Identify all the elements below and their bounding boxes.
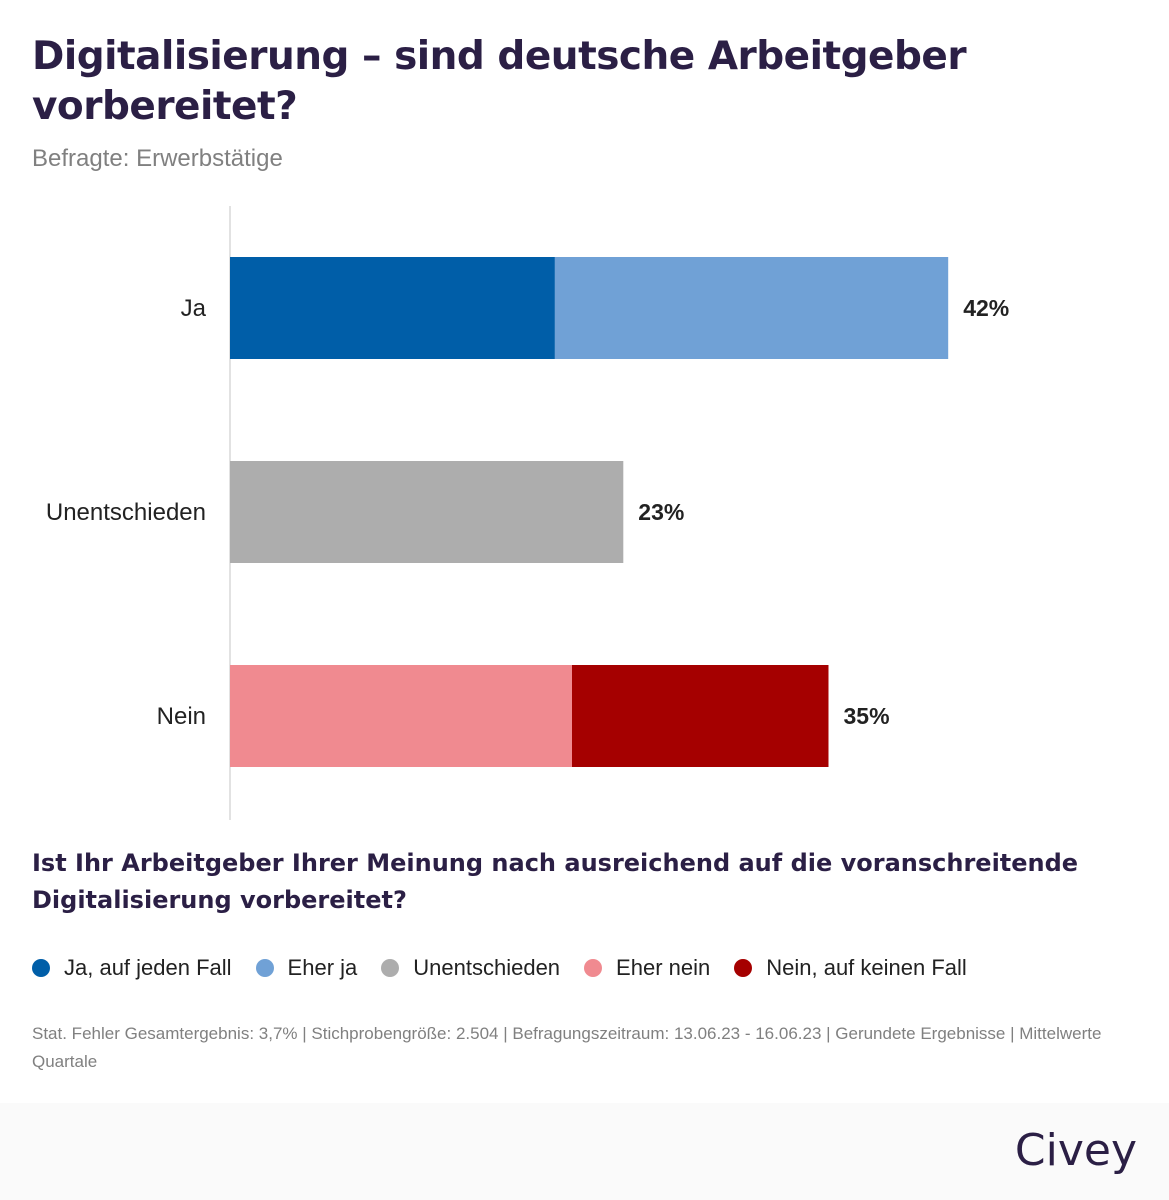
chart-title: Digitalisierung – sind deutsche Arbeitge…	[32, 34, 967, 129]
data-label: 35%	[844, 703, 890, 729]
civey-logo: Civey	[1014, 1125, 1137, 1176]
bar-segment	[230, 461, 624, 563]
category-label: Unentschieden	[46, 499, 206, 526]
legend-label: Eher ja	[287, 955, 358, 980]
legend-label: Eher nein	[616, 955, 711, 980]
legend-label: Unentschieden	[413, 955, 561, 980]
legend-dot-icon	[734, 959, 753, 977]
data-label: 42%	[963, 295, 1009, 321]
category-label: Nein	[157, 703, 206, 730]
legend-dot-icon	[32, 959, 50, 977]
bar-segment	[230, 257, 555, 359]
bar-segment	[554, 257, 949, 359]
legend-dot-icon	[255, 959, 274, 977]
legend-item: Unentschieden	[381, 955, 560, 981]
footer: Civey	[0, 1103, 1169, 1200]
legend-label: Ja, auf jeden Fall	[64, 955, 232, 980]
legend-dot-icon	[584, 959, 603, 977]
category-label: Ja	[181, 295, 207, 322]
chart-subtitle: Befragte: Erwerbstätige	[32, 145, 283, 172]
survey-question: Ist Ihr Arbeitgeber Ihrer Meinung nach a…	[32, 849, 1079, 914]
legend-item: Nein, auf keinen Fall	[734, 955, 967, 981]
data-label: 23%	[638, 499, 684, 525]
legend-label: Nein, auf keinen Fall	[766, 955, 967, 980]
bar-chart: Ja 42% Unentschieden 23% Nein 35%	[46, 206, 1009, 820]
legend-dot-icon	[381, 959, 400, 977]
legend: Ja, auf jeden Fall Eher ja Unentschieden Eh…	[32, 955, 991, 981]
legend-item: Eher ja	[255, 955, 358, 981]
legend-item: Ja, auf jeden Fall	[32, 955, 232, 981]
footnote: Stat. Fehler Gesamtergebnis: 3,7% | Stic…	[32, 1024, 1102, 1071]
bar-segment	[572, 665, 829, 767]
bar-segment	[230, 665, 572, 767]
legend-item: Eher nein	[584, 955, 710, 981]
